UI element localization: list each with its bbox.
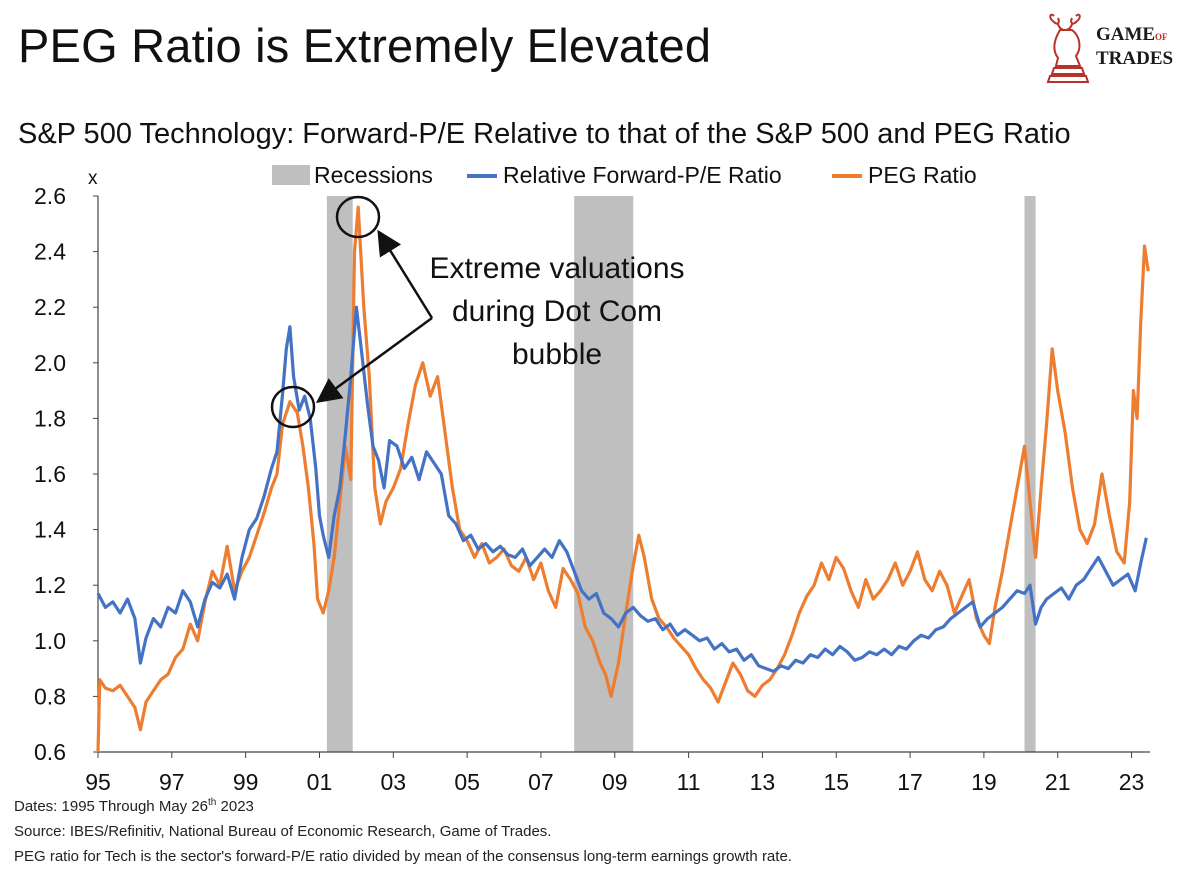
legend-label-recessions[interactable]: Recessions xyxy=(314,162,433,188)
highlight-circle-2002 xyxy=(335,195,381,239)
footnote-dates-prefix: Dates: 1995 Through May 26 xyxy=(14,798,209,815)
y-unit-label: x xyxy=(88,168,98,189)
legend-label-peg[interactable]: PEG Ratio xyxy=(868,162,977,188)
x-tick-label: 97 xyxy=(159,769,185,795)
legend-label-relative[interactable]: Relative Forward-P/E Ratio xyxy=(503,162,782,188)
x-tick-label: 19 xyxy=(971,769,997,795)
y-tick-label: 2.2 xyxy=(34,294,66,320)
axes: 0.6 0.8 1.0 1.2 1.4 1.6 1.8 2.0 2.2 2.4 2.6 x 95 97 99… xyxy=(34,168,1150,795)
x-tick-label: 95 xyxy=(85,769,111,795)
brand-line1: GAME xyxy=(1096,24,1155,45)
peg-ratio-line xyxy=(96,205,1150,753)
y-tick-label: 0.8 xyxy=(34,683,66,709)
annotation-arrow-2000 xyxy=(315,316,433,403)
chart-subtitle: S&P 500 Technology: Forward-P/E Relative… xyxy=(18,118,1071,150)
x-tick-label: 21 xyxy=(1045,769,1071,795)
brand-line2: TRADES xyxy=(1096,48,1173,69)
x-tick-label: 03 xyxy=(381,769,407,795)
annotation-arrow-2002 xyxy=(377,229,434,319)
x-tick-label: 07 xyxy=(528,769,554,795)
x-tick-label: 15 xyxy=(823,769,849,795)
game-of-trades-logo: GAME OF TRADES xyxy=(1046,13,1173,83)
chart: 0.6 0.8 1.0 1.2 1.4 1.6 1.8 2.0 2.2 2.4 2.6 x 95 97 99… xyxy=(34,162,1150,795)
y-tick-label: 1.0 xyxy=(34,628,66,654)
y-tick-label: 1.4 xyxy=(34,517,66,543)
recession-bands xyxy=(326,196,1036,752)
y-tick-label: 1.6 xyxy=(34,461,66,487)
footnote-dates: Dates: 1995 Through May 26th 2023 xyxy=(14,797,254,815)
recession-band-2 xyxy=(1024,196,1036,752)
footnote-note: PEG ratio for Tech is the sector's forwa… xyxy=(14,848,792,865)
brand-of: OF xyxy=(1155,32,1168,42)
highlight-circle-2000 xyxy=(270,385,316,429)
relative-pe-line xyxy=(96,305,1148,673)
footnote-dates-sup: th xyxy=(208,797,217,808)
page-title: PEG Ratio is Extremely Elevated xyxy=(18,19,712,72)
y-tick-label: 0.6 xyxy=(34,739,66,765)
x-tick-label: 11 xyxy=(677,769,701,795)
x-tick-label: 13 xyxy=(750,769,776,795)
x-tick-label: 99 xyxy=(233,769,259,795)
x-tick-label: 05 xyxy=(454,769,480,795)
y-tick-label: 1.8 xyxy=(34,405,66,431)
bull-chess-knight-icon xyxy=(1046,13,1090,83)
recession-band-1 xyxy=(574,196,634,752)
x-tick-label: 17 xyxy=(897,769,923,795)
footnote-source: Source: IBES/Refinitiv, National Bureau … xyxy=(14,823,552,840)
annotation: Extreme valuations during Dot Com bubble xyxy=(270,195,685,429)
footnote-dates-suffix: 2023 xyxy=(216,798,254,815)
series xyxy=(96,205,1150,753)
x-tick-label: 09 xyxy=(602,769,628,795)
annotation-text-line: during Dot Com xyxy=(452,295,662,328)
y-tick-label: 2.4 xyxy=(34,239,66,265)
x-tick-label: 01 xyxy=(307,769,333,795)
annotation-text-line: Extreme valuations xyxy=(429,252,684,285)
y-tick-label: 2.6 xyxy=(34,183,66,209)
legend[interactable]: Recessions Relative Forward-P/E Ratio PEG … xyxy=(272,162,977,188)
annotation-text-line: bubble xyxy=(512,338,602,371)
x-tick-label: 23 xyxy=(1119,769,1145,795)
y-tick-label: 1.2 xyxy=(34,572,66,598)
legend-swatch-recessions[interactable] xyxy=(272,165,310,185)
y-tick-label: 2.0 xyxy=(34,350,66,376)
